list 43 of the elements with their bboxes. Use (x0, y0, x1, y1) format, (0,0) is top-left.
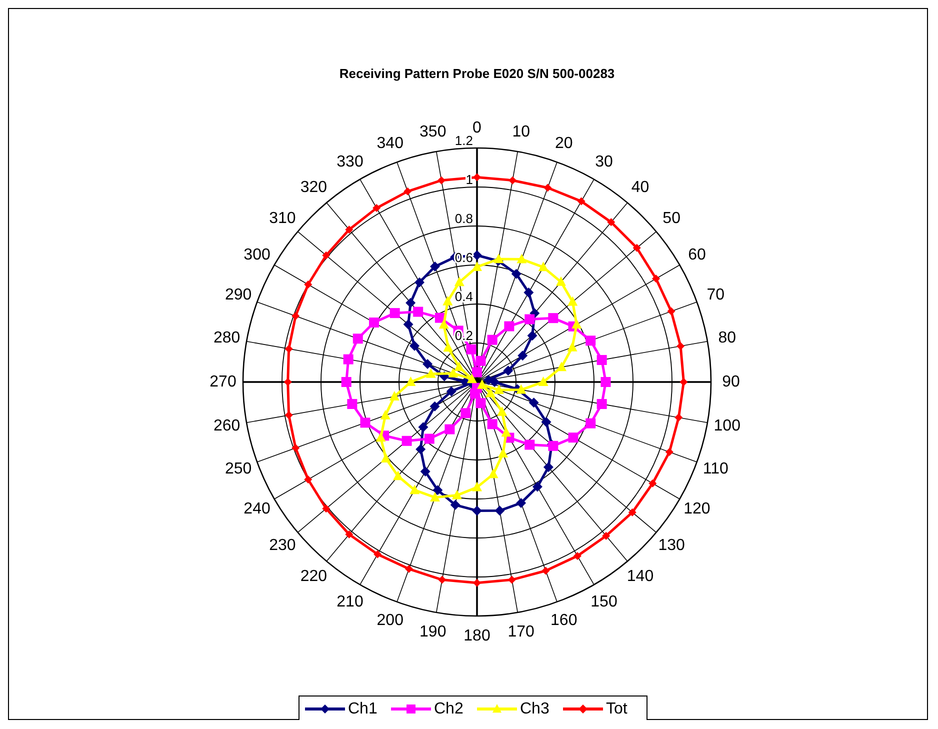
spoke-label: 280 (214, 329, 240, 346)
spoke-label: 350 (420, 123, 446, 140)
spoke-label: 160 (550, 612, 578, 630)
spoke-label: 290 (224, 286, 252, 304)
spoke-label: 90 (722, 374, 740, 390)
spoke-label: 230 (269, 536, 296, 554)
spoke-label: 240 (244, 500, 270, 518)
spoke-label: 70 (706, 286, 725, 304)
spoke-label: 110 (702, 460, 729, 478)
legend-label: Tot (606, 700, 628, 718)
spoke-label: 30 (595, 154, 613, 171)
spoke-label: 80 (718, 329, 736, 346)
chart-title: Receiving Pattern Probe E020 S/N 500-00283 (339, 66, 615, 81)
spoke-label: 210 (336, 593, 364, 610)
spoke-label: 0 (472, 120, 482, 136)
spoke-label: 20 (554, 134, 573, 152)
spoke-label: 300 (244, 246, 270, 264)
spoke-label: 260 (214, 418, 240, 435)
legend-label: Ch1 (348, 700, 378, 718)
spoke-label: 320 (300, 178, 328, 196)
spoke-label: 180 (464, 628, 490, 644)
spoke-label: 130 (658, 536, 686, 554)
spoke-label: 140 (626, 568, 654, 586)
spoke-label: 220 (300, 568, 328, 586)
spoke-label: 310 (269, 210, 296, 228)
y-tick-label: 1.2 (454, 133, 473, 148)
spoke-label: 100 (714, 418, 741, 435)
spoke-label: 60 (688, 246, 706, 264)
y-tick-label: 0.8 (454, 211, 473, 226)
spoke-label: 200 (376, 612, 404, 630)
spoke-label: 10 (512, 123, 530, 140)
spoke-label: 330 (336, 154, 364, 171)
spoke-label: 40 (631, 178, 650, 196)
spoke-label: 340 (376, 134, 404, 152)
legend-label: Ch2 (434, 700, 464, 718)
spoke-label: 250 (224, 460, 252, 478)
spoke-label: 270 (210, 374, 236, 390)
legend-label: Ch3 (520, 700, 550, 718)
spoke-label: 50 (662, 210, 681, 228)
spoke-label: 190 (420, 624, 446, 641)
spoke-label: 170 (508, 624, 535, 641)
spoke-label: 150 (590, 593, 618, 610)
spoke-label: 120 (684, 500, 710, 518)
